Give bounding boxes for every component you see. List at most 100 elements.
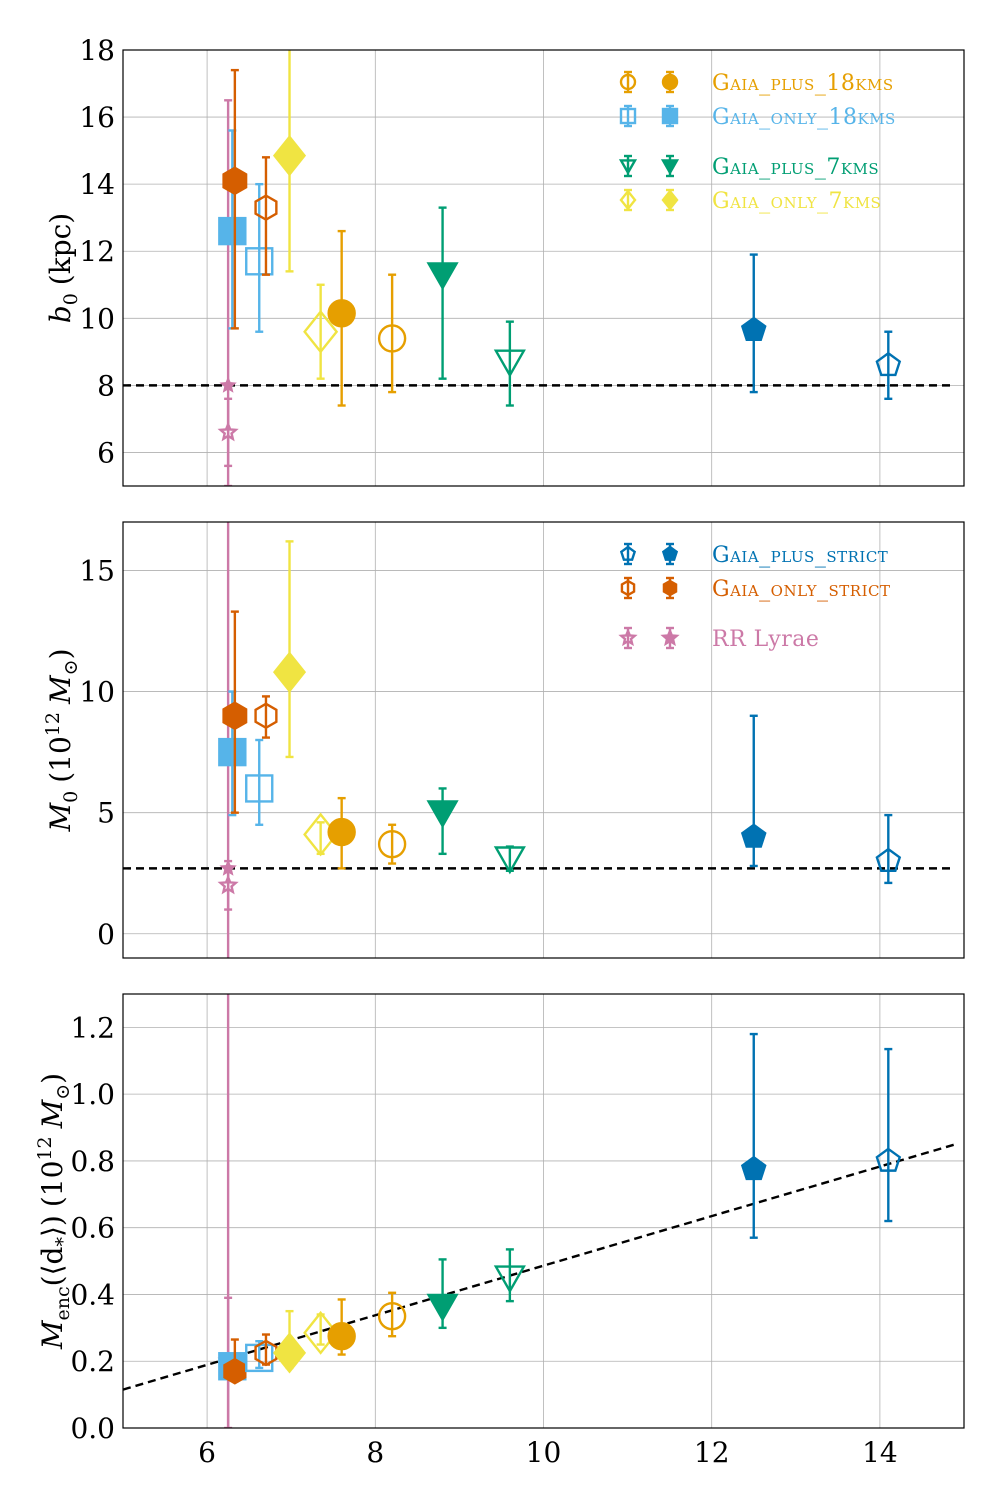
- data-point-gaia-plus-18kms-open: [377, 829, 407, 859]
- marks-top: [217, 50, 902, 486]
- y-tick-label: 18: [79, 34, 115, 67]
- yticks-middle: 0 5 10 15: [79, 554, 115, 950]
- data-point-rr-lyrae-filled: [219, 376, 237, 393]
- legend-label: Gaia_only_strict: [712, 577, 890, 602]
- y-tick-label: 1.0: [70, 1078, 115, 1111]
- ylabel-middle: M0(1012M⊙): [42, 648, 82, 832]
- data-point-gaia-only-strict-open: [254, 194, 278, 222]
- x-tick-label: 6: [198, 1436, 216, 1469]
- legend-label: Gaia_only_18kms: [712, 105, 896, 130]
- errorbar-gaia-only-18kms: [255, 738, 264, 826]
- data-point-gaia-only-18kms-filled: [218, 216, 247, 246]
- data-point-gaia-only-strict-filled: [222, 166, 248, 196]
- y-tick-label: 12: [79, 235, 115, 268]
- data-point-gaia-plus-7kms-open: [493, 1265, 526, 1294]
- legend-middle: Gaia_plus_strict Gaia_only_strict RR Lyrae: [618, 542, 890, 652]
- data-point-gaia-plus-18kms-open: [377, 1301, 407, 1331]
- errorbar-gaia-only-strict: [230, 68, 239, 330]
- legend-marker-open: [619, 545, 637, 561]
- legend-marker-open: [618, 159, 638, 176]
- y-tick-label: 0.6: [70, 1212, 115, 1245]
- legend-marker-filled: [661, 73, 679, 91]
- errorbar-gaia-only-7kms: [285, 540, 294, 759]
- errorbar-gaia-plus-strict: [749, 1032, 758, 1239]
- errorbar-gaia-plus-7kms: [438, 206, 447, 380]
- y-tick-label: 15: [79, 554, 115, 587]
- legend-marker-open: [619, 107, 637, 125]
- legend-label: Gaia_plus_18kms: [712, 71, 894, 96]
- legend-label: Gaia_only_7kms: [712, 189, 881, 214]
- data-point-rr-lyrae-open: [217, 874, 239, 895]
- data-point-gaia-plus-18kms-filled: [327, 817, 356, 847]
- xticks-bottom: 6 8 10 12 14: [198, 1436, 898, 1469]
- data-point-gaia-plus-strict-open: [875, 351, 902, 377]
- data-point-gaia-only-strict-open: [254, 1339, 278, 1367]
- grid-bottom: [123, 994, 964, 1429]
- y-tick-label: 0.4: [70, 1278, 115, 1311]
- y-tick-label: 8: [97, 369, 115, 402]
- data-point-gaia-only-18kms-open: [245, 774, 274, 803]
- data-point-gaia-only-7kms-open: [303, 309, 339, 354]
- y-tick-label: 6: [97, 436, 115, 469]
- data-point-gaia-only-7kms-filled: [272, 651, 307, 693]
- data-point-gaia-plus-strict-filled: [740, 1155, 767, 1181]
- y-tick-label: 5: [97, 797, 115, 830]
- data-point-gaia-plus-strict-filled: [740, 823, 767, 848]
- legend-label: RR Lyrae: [712, 627, 819, 652]
- legend-top: Gaia_plus_18kms Gaia_only_18kms Gaia_plus_…: [618, 70, 896, 214]
- data-point-gaia-plus-7kms-filled: [426, 800, 459, 829]
- marks-middle: [217, 522, 902, 958]
- axes-frame-middle: [122, 521, 965, 959]
- y-tick-label: 0: [97, 918, 115, 951]
- y-tick-label: 10: [79, 676, 115, 709]
- data-point-gaia-only-7kms-filled: [272, 134, 307, 177]
- data-point-gaia-only-strict-filled: [222, 701, 248, 731]
- grid-middle: [123, 522, 964, 958]
- legend-label: Gaia_plus_7kms: [712, 155, 879, 180]
- errorbar-gaia-plus-18kms: [388, 273, 397, 394]
- x-tick-label: 10: [526, 1436, 562, 1469]
- panel-middle: 0 5 10 15 Gaia_plus_strict Gaia_only_strict R…: [42, 521, 965, 959]
- data-point-gaia-only-18kms-open: [245, 247, 274, 276]
- ylabel-bottom: Menc(⟨d*⟩)(1012M⊙): [34, 1073, 74, 1350]
- y-tick-label: 16: [79, 101, 115, 134]
- data-point-gaia-plus-7kms-filled: [426, 262, 459, 291]
- data-point-gaia-plus-7kms-open: [493, 349, 526, 378]
- legend-marker-filled: [660, 627, 680, 647]
- data-point-rr-lyrae-open: [217, 421, 239, 442]
- data-point-gaia-plus-strict-open: [875, 847, 902, 873]
- errorbar-rr-lyrae: [224, 397, 233, 468]
- marks-bottom: [217, 994, 902, 1428]
- yticks-bottom: 0.0 0.2 0.4 0.6 0.8 1.0 1.2: [70, 1011, 115, 1445]
- legend-marker-open: [620, 579, 636, 597]
- data-point-gaia-only-7kms-open: [303, 1310, 339, 1355]
- yticks-top: 6 8 10 12 14 16 18: [79, 34, 115, 469]
- data-point-gaia-only-18kms-filled: [218, 737, 247, 767]
- errorbar-gaia-plus-7kms: [505, 320, 514, 407]
- y-tick-label: 0.2: [70, 1345, 115, 1378]
- data-point-gaia-plus-strict-filled: [740, 316, 767, 341]
- legend-marker-filled: [661, 189, 679, 211]
- ylabel-top: b0(kpc): [44, 213, 82, 323]
- errorbar-gaia-only-strict: [261, 156, 270, 276]
- data-point-gaia-only-strict-filled: [223, 1357, 247, 1385]
- errorbar-gaia-plus-strict: [884, 1047, 893, 1223]
- data-point-gaia-plus-18kms-filled: [327, 299, 356, 328]
- data-point-gaia-plus-7kms-filled: [426, 1293, 459, 1322]
- legend-marker-filled: [661, 545, 679, 561]
- reference-curve: [122, 1143, 956, 1391]
- y-tick-label: 14: [79, 168, 115, 201]
- data-point-gaia-plus-18kms-open: [377, 324, 407, 353]
- data-point-gaia-plus-strict-open: [875, 1147, 902, 1172]
- x-tick-label: 12: [694, 1436, 730, 1469]
- legend-label: Gaia_plus_strict: [712, 543, 888, 568]
- errorbar-rr-lyrae: [224, 859, 233, 911]
- x-tick-label: 14: [862, 1436, 898, 1469]
- panel-bottom: 0.0 0.2 0.4 0.6 0.8 1.0 1.2 6 8 10 12 14 Menc(⟨d*⟩…: [34, 993, 965, 1469]
- y-tick-label: 1.2: [70, 1011, 115, 1044]
- data-point-gaia-only-7kms-filled: [272, 1332, 307, 1374]
- axes-frame-top: [122, 49, 965, 487]
- errorbar-gaia-plus-strict: [884, 330, 893, 400]
- y-tick-label: 0.0: [70, 1412, 115, 1445]
